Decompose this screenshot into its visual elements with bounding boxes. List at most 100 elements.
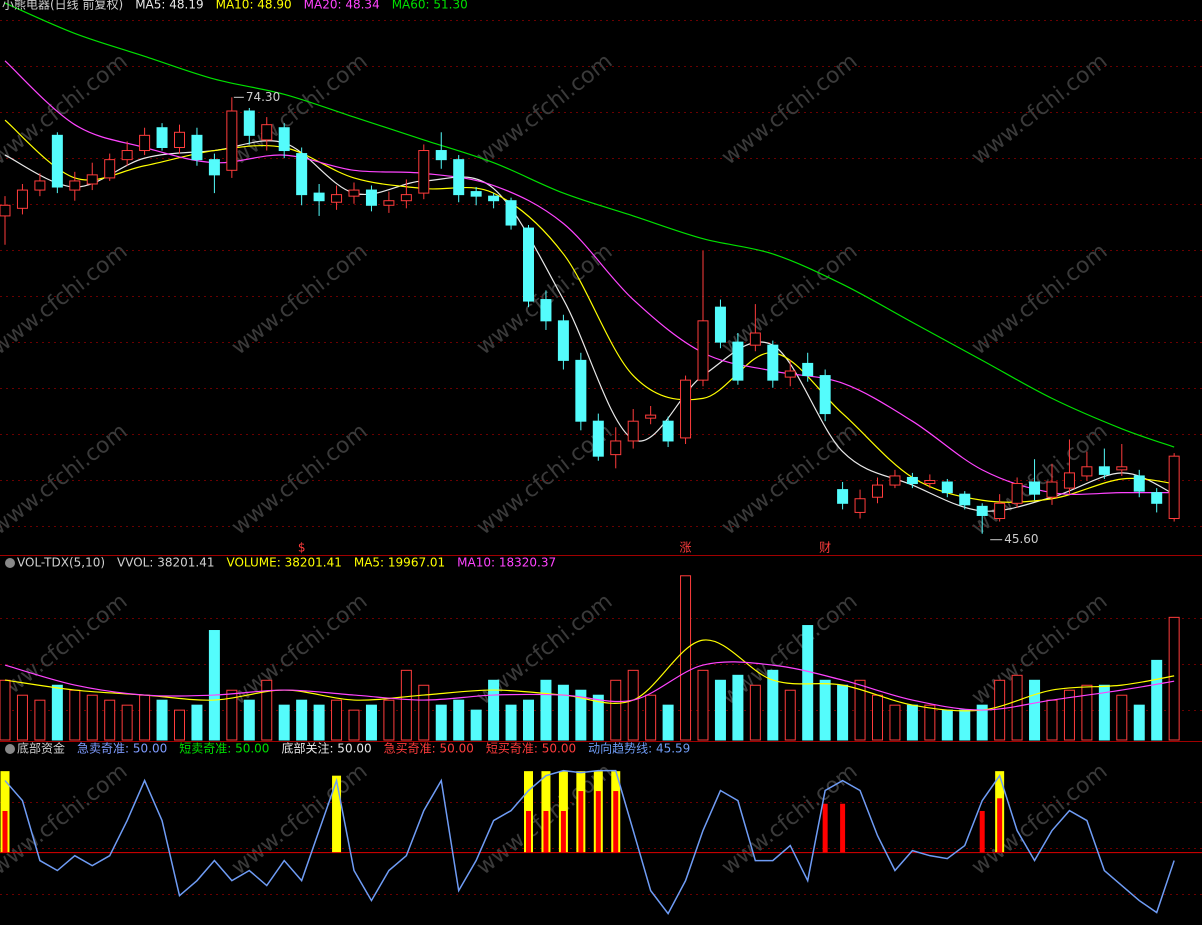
- candle-body: [697, 320, 709, 381]
- volume-bar: [941, 709, 953, 741]
- volume-bar: [261, 679, 273, 741]
- volume-bar: [854, 679, 866, 741]
- volume-bar: [697, 669, 709, 741]
- legend-label: MA60: 51.30: [392, 0, 468, 12]
- candle-body: [505, 200, 517, 226]
- volume-bar: [662, 704, 674, 741]
- candle-body: [69, 180, 81, 191]
- candle-body: [453, 159, 465, 196]
- candle-body: [208, 159, 220, 176]
- volume-bar: [767, 669, 779, 741]
- candle-body: [174, 131, 185, 148]
- candle-body: [627, 420, 639, 442]
- volume-bar: [1151, 659, 1163, 741]
- candle-body: [575, 359, 587, 422]
- line-series: [4, 661, 1175, 711]
- candle-body: [749, 332, 761, 346]
- signal-bar: [578, 791, 584, 853]
- volume-bar: [383, 699, 395, 741]
- legend-label: 短卖奇准: 50.00: [179, 742, 269, 756]
- candle-body: [278, 127, 290, 152]
- candle-body: [1133, 475, 1145, 492]
- event-label: 涨: [680, 540, 692, 555]
- signal-bar: [2, 810, 8, 853]
- candle-body: [313, 192, 325, 202]
- legend-label: VVOL: 38201.41: [117, 556, 214, 570]
- line-series: [4, 769, 1175, 915]
- volume-bar: [243, 699, 255, 741]
- volume-bar: [470, 709, 482, 741]
- candle-body: [331, 194, 343, 203]
- volume-bar: [714, 679, 726, 741]
- max-label: 74.30: [246, 90, 280, 104]
- candle-body: [365, 189, 377, 206]
- signal-bar: [822, 803, 828, 853]
- signal-bar: [840, 803, 846, 853]
- candle-body: [261, 124, 273, 141]
- signal-bar: [543, 810, 549, 853]
- volume-bar: [1081, 684, 1093, 741]
- candle-body: [1098, 466, 1110, 475]
- signal-bar: [979, 810, 985, 853]
- line-series: [4, 119, 1175, 503]
- volume-bar: [418, 684, 430, 741]
- volume-bar: [976, 704, 988, 741]
- volume-bar: [575, 689, 587, 741]
- legend-label: 短买奇准: 50.00: [486, 742, 576, 756]
- volume-bar: [819, 679, 831, 741]
- signal-bar: [613, 791, 619, 853]
- legend-label: VOLUME: 38201.41: [226, 556, 341, 570]
- volume-bar: [592, 694, 604, 741]
- volume-bar: [872, 694, 883, 741]
- candle-body: [906, 476, 918, 485]
- volume-bar: [453, 699, 465, 741]
- candle-body: [610, 440, 622, 456]
- panel-icon: [5, 558, 15, 568]
- legend-label: MA5: 48.19: [135, 0, 203, 12]
- candle-body: [714, 306, 726, 343]
- candle-body: [592, 420, 604, 457]
- candle-body: [540, 299, 552, 322]
- volume-bar: [924, 704, 936, 741]
- candle-body: [557, 320, 569, 361]
- volume-bar: [191, 704, 203, 741]
- candle-body: [784, 370, 796, 378]
- volume-bar: [1029, 679, 1041, 741]
- volume-bar: [348, 709, 360, 741]
- volume-bar: [994, 679, 1006, 741]
- volume-bar: [784, 689, 796, 741]
- candle-body: [976, 505, 988, 516]
- volume-bar: [86, 694, 98, 741]
- candle-body: [488, 195, 500, 202]
- candle-body: [16, 189, 28, 209]
- legend-label: 急买奇准: 50.00: [384, 741, 474, 756]
- legend-label: MA10: 48.90: [216, 0, 292, 12]
- volume-bar: [1116, 694, 1128, 741]
- candle-body: [680, 379, 692, 439]
- candle-body: [51, 134, 63, 188]
- line-series: [4, 60, 1175, 495]
- signal-bar: [595, 791, 601, 853]
- volume-bar: [889, 704, 901, 741]
- candle-body: [1029, 481, 1041, 495]
- volume-bar: [906, 704, 918, 741]
- legend-label: 底部资金: [17, 741, 65, 756]
- volume-bar: [34, 699, 46, 741]
- candle-body: [924, 479, 936, 485]
- volume-bar: [208, 630, 220, 741]
- candle-body: [959, 493, 971, 506]
- volume-bar: [645, 694, 657, 741]
- candle-body: [1011, 483, 1023, 504]
- legend-label: 急卖奇准: 50.00: [77, 741, 167, 756]
- candle-body: [348, 189, 360, 197]
- volume-bar: [540, 679, 552, 741]
- legend-label: MA10: 18320.37: [457, 556, 556, 570]
- candle-body: [1168, 455, 1180, 520]
- candle-body: [435, 150, 447, 161]
- candle-body: [889, 475, 901, 486]
- volume-bar: [435, 704, 447, 741]
- volume-bar: [365, 704, 377, 741]
- volume-bar: [16, 694, 28, 741]
- volume-bar: [837, 684, 849, 741]
- candle-body: [121, 150, 133, 161]
